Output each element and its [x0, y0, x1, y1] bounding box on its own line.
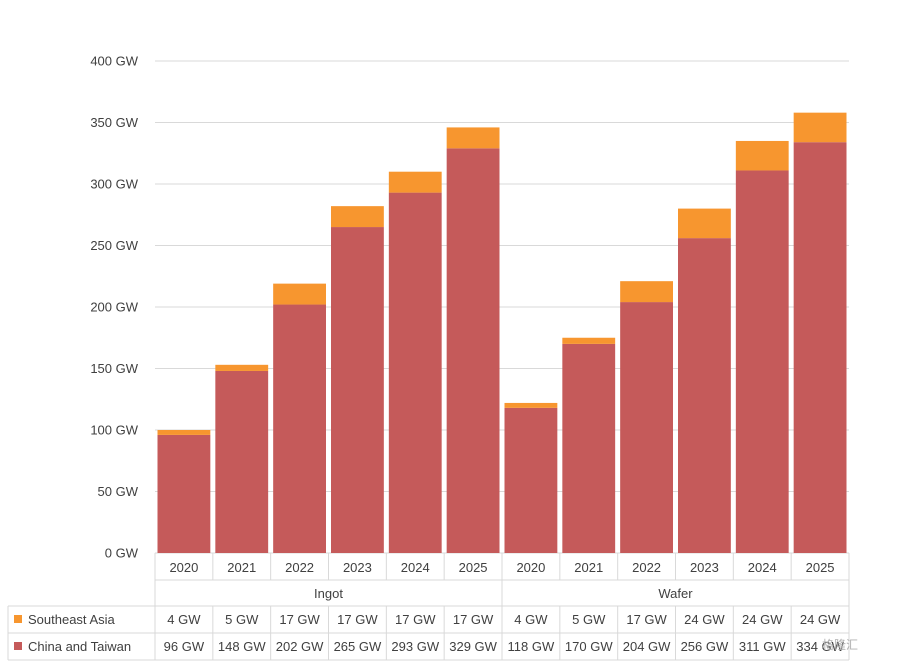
data-label: 4 GW [514, 612, 548, 627]
x-tick-label: 2024 [748, 560, 777, 575]
data-label: 148 GW [218, 639, 266, 654]
y-tick-label: 150 GW [90, 361, 138, 376]
data-label: 293 GW [391, 639, 439, 654]
bar-southeast-asia [388, 171, 442, 193]
bar-southeast-asia [620, 281, 673, 303]
bar-china-and-taiwan [620, 302, 673, 553]
bar-southeast-asia [215, 364, 269, 371]
data-label: 17 GW [337, 612, 378, 627]
x-tick-label: 2022 [632, 560, 661, 575]
bar-china-and-taiwan [793, 142, 847, 553]
bar-china-and-taiwan [157, 434, 211, 553]
legend-label: China and Taiwan [28, 639, 131, 654]
x-tick-label: 2023 [690, 560, 719, 575]
bar-china-and-taiwan [331, 227, 384, 554]
x-tick-label: 2020 [169, 560, 198, 575]
data-label: 24 GW [684, 612, 725, 627]
data-label: 170 GW [565, 639, 613, 654]
data-label: 265 GW [334, 639, 382, 654]
x-tick-label: 2021 [574, 560, 603, 575]
x-tick-label: 2024 [401, 560, 430, 575]
y-tick-label: 350 GW [90, 115, 138, 130]
group-label: Wafer [658, 586, 693, 601]
group-label: Ingot [314, 586, 343, 601]
data-label: 204 GW [623, 639, 671, 654]
data-label: 24 GW [800, 612, 841, 627]
bar-southeast-asia [331, 206, 384, 228]
data-label: 118 GW [508, 639, 555, 654]
data-label: 329 GW [449, 639, 497, 654]
bar-china-and-taiwan [735, 170, 789, 553]
bar-china-and-taiwan [446, 148, 500, 553]
x-tick-label: 2021 [227, 560, 256, 575]
data-label: 96 GW [164, 639, 205, 654]
x-tick-label: 2023 [343, 560, 372, 575]
bar-china-and-taiwan [504, 407, 558, 553]
y-tick-label: 200 GW [90, 300, 138, 315]
data-label: 4 GW [167, 612, 201, 627]
bar-china-and-taiwan [562, 343, 616, 553]
y-axis: 0 GW 50 GW 100 GW 150 GW 200 GW 250 GW 300 GW 3… [90, 54, 138, 561]
data-label: 17 GW [626, 612, 667, 627]
bar-southeast-asia [735, 140, 789, 171]
bar-southeast-asia [157, 430, 211, 435]
bar-china-and-taiwan [388, 192, 442, 554]
bar-southeast-asia [678, 208, 731, 239]
y-tick-label: 250 GW [90, 238, 138, 253]
data-label: 17 GW [279, 612, 320, 627]
y-tick-label: 0 GW [105, 546, 139, 561]
data-label: 256 GW [681, 639, 729, 654]
x-tick-label: 2020 [516, 560, 545, 575]
bar-china-and-taiwan [215, 370, 269, 553]
data-label: 202 GW [276, 639, 324, 654]
x-tick-label: 2025 [806, 560, 835, 575]
bars [157, 112, 847, 554]
x-tick-label: 2025 [459, 560, 488, 575]
legend-label: Southeast Asia [28, 612, 115, 627]
bar-southeast-asia [504, 402, 558, 408]
data-label: 5 GW [572, 612, 606, 627]
bar-southeast-asia [562, 337, 616, 344]
data-table: 2020 2021 2022 2023 2024 2025 2020 2021 2022 2023… [7, 553, 850, 661]
y-tick-label: 100 GW [90, 423, 138, 438]
y-tick-label: 300 GW [90, 177, 138, 192]
x-tick-label: 2022 [285, 560, 314, 575]
grid-lines [155, 60, 849, 554]
y-tick-label: 400 GW [90, 54, 138, 69]
data-label: 17 GW [395, 612, 436, 627]
data-label: 24 GW [742, 612, 783, 627]
data-label: 17 GW [453, 612, 494, 627]
legend-key [14, 642, 22, 650]
bar-southeast-asia [446, 127, 500, 149]
bar-southeast-asia [793, 112, 847, 143]
legend-key [14, 615, 22, 623]
y-tick-label: 50 GW [98, 484, 139, 499]
data-label: 311 GW [739, 639, 786, 654]
bar-china-and-taiwan [273, 304, 326, 553]
data-label: 334 GW [796, 639, 844, 654]
bar-southeast-asia [273, 283, 326, 305]
data-label: 5 GW [225, 612, 259, 627]
bar-china-and-taiwan [678, 238, 731, 553]
watermark-text: 格隆汇 [822, 638, 859, 652]
